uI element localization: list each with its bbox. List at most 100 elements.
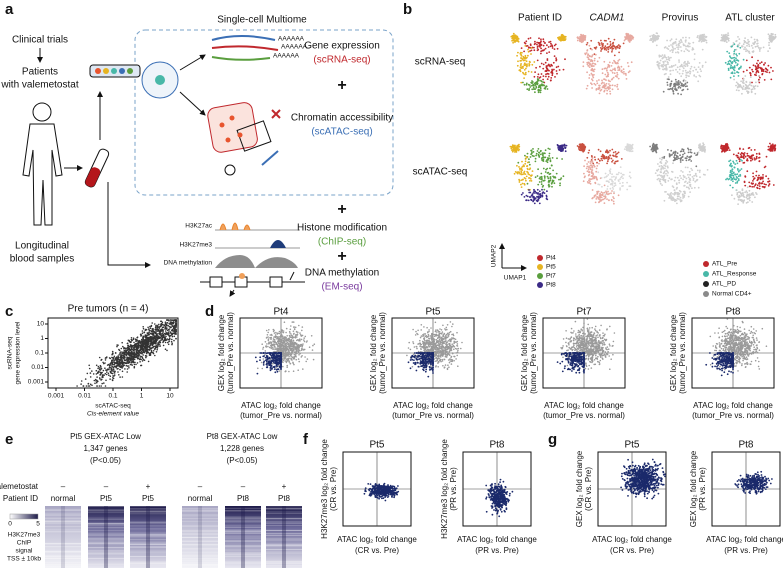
point [546,59,549,61]
point [89,383,92,386]
point [547,75,550,78]
point [107,372,110,375]
point [117,344,119,347]
point [582,61,585,63]
point [124,368,126,370]
point [737,179,740,182]
point [152,340,155,343]
point [618,47,621,50]
point [102,374,104,376]
point [605,176,607,178]
point [686,155,689,158]
point [520,54,523,57]
point [750,44,753,47]
point [119,361,122,364]
point [590,82,592,85]
point [704,174,706,176]
point [672,89,674,92]
point [738,160,741,163]
point [152,350,155,352]
label: UMAP1 [504,275,527,282]
point [758,152,761,155]
point [669,39,672,42]
point [541,157,543,159]
point [624,72,627,75]
point [752,182,754,185]
point [521,165,524,168]
point [168,328,171,330]
point [98,356,101,359]
point [764,62,766,64]
point [758,75,760,77]
point [754,196,756,199]
point [607,73,610,76]
point [616,73,619,76]
point [605,192,608,195]
point [538,151,541,154]
point [607,155,610,158]
point [95,380,97,382]
point [518,181,521,183]
point [737,36,739,38]
point [657,37,659,40]
point [730,57,733,60]
point [664,191,666,193]
point [527,46,530,49]
point [749,76,752,78]
point [678,85,680,88]
point-cloud [76,319,177,387]
point [686,85,688,87]
point [672,162,674,165]
point [617,60,620,62]
point [99,373,102,376]
point [655,32,658,34]
point [685,45,687,48]
point [549,167,551,170]
point [662,166,664,169]
point [758,176,760,179]
point [755,81,757,84]
point [535,66,537,69]
point [679,46,682,48]
point [751,201,754,203]
point [165,327,168,330]
point [522,65,524,68]
point [729,164,731,167]
point [701,149,703,152]
point [126,371,128,373]
point [614,67,616,70]
point [698,74,701,77]
point [626,181,628,184]
point [751,47,754,49]
point [733,52,736,55]
point [536,43,538,46]
point [752,172,754,175]
point [529,44,532,47]
point [590,172,593,175]
point [112,361,114,363]
point [735,57,737,60]
point [298,360,301,363]
point [537,148,540,150]
point [548,148,551,151]
point [599,150,602,153]
point [681,72,684,75]
point [528,89,530,91]
point [548,173,551,176]
point [687,173,689,176]
point [609,168,612,171]
point [743,161,746,164]
point [600,82,603,85]
point [670,49,673,51]
point [622,173,624,176]
point [729,66,732,68]
point [622,42,625,45]
point [150,325,153,328]
point [576,39,579,42]
point [741,81,744,84]
point [536,200,539,203]
legend-swatch [703,291,709,297]
point [540,181,543,183]
point [539,91,542,94]
point [540,178,542,181]
